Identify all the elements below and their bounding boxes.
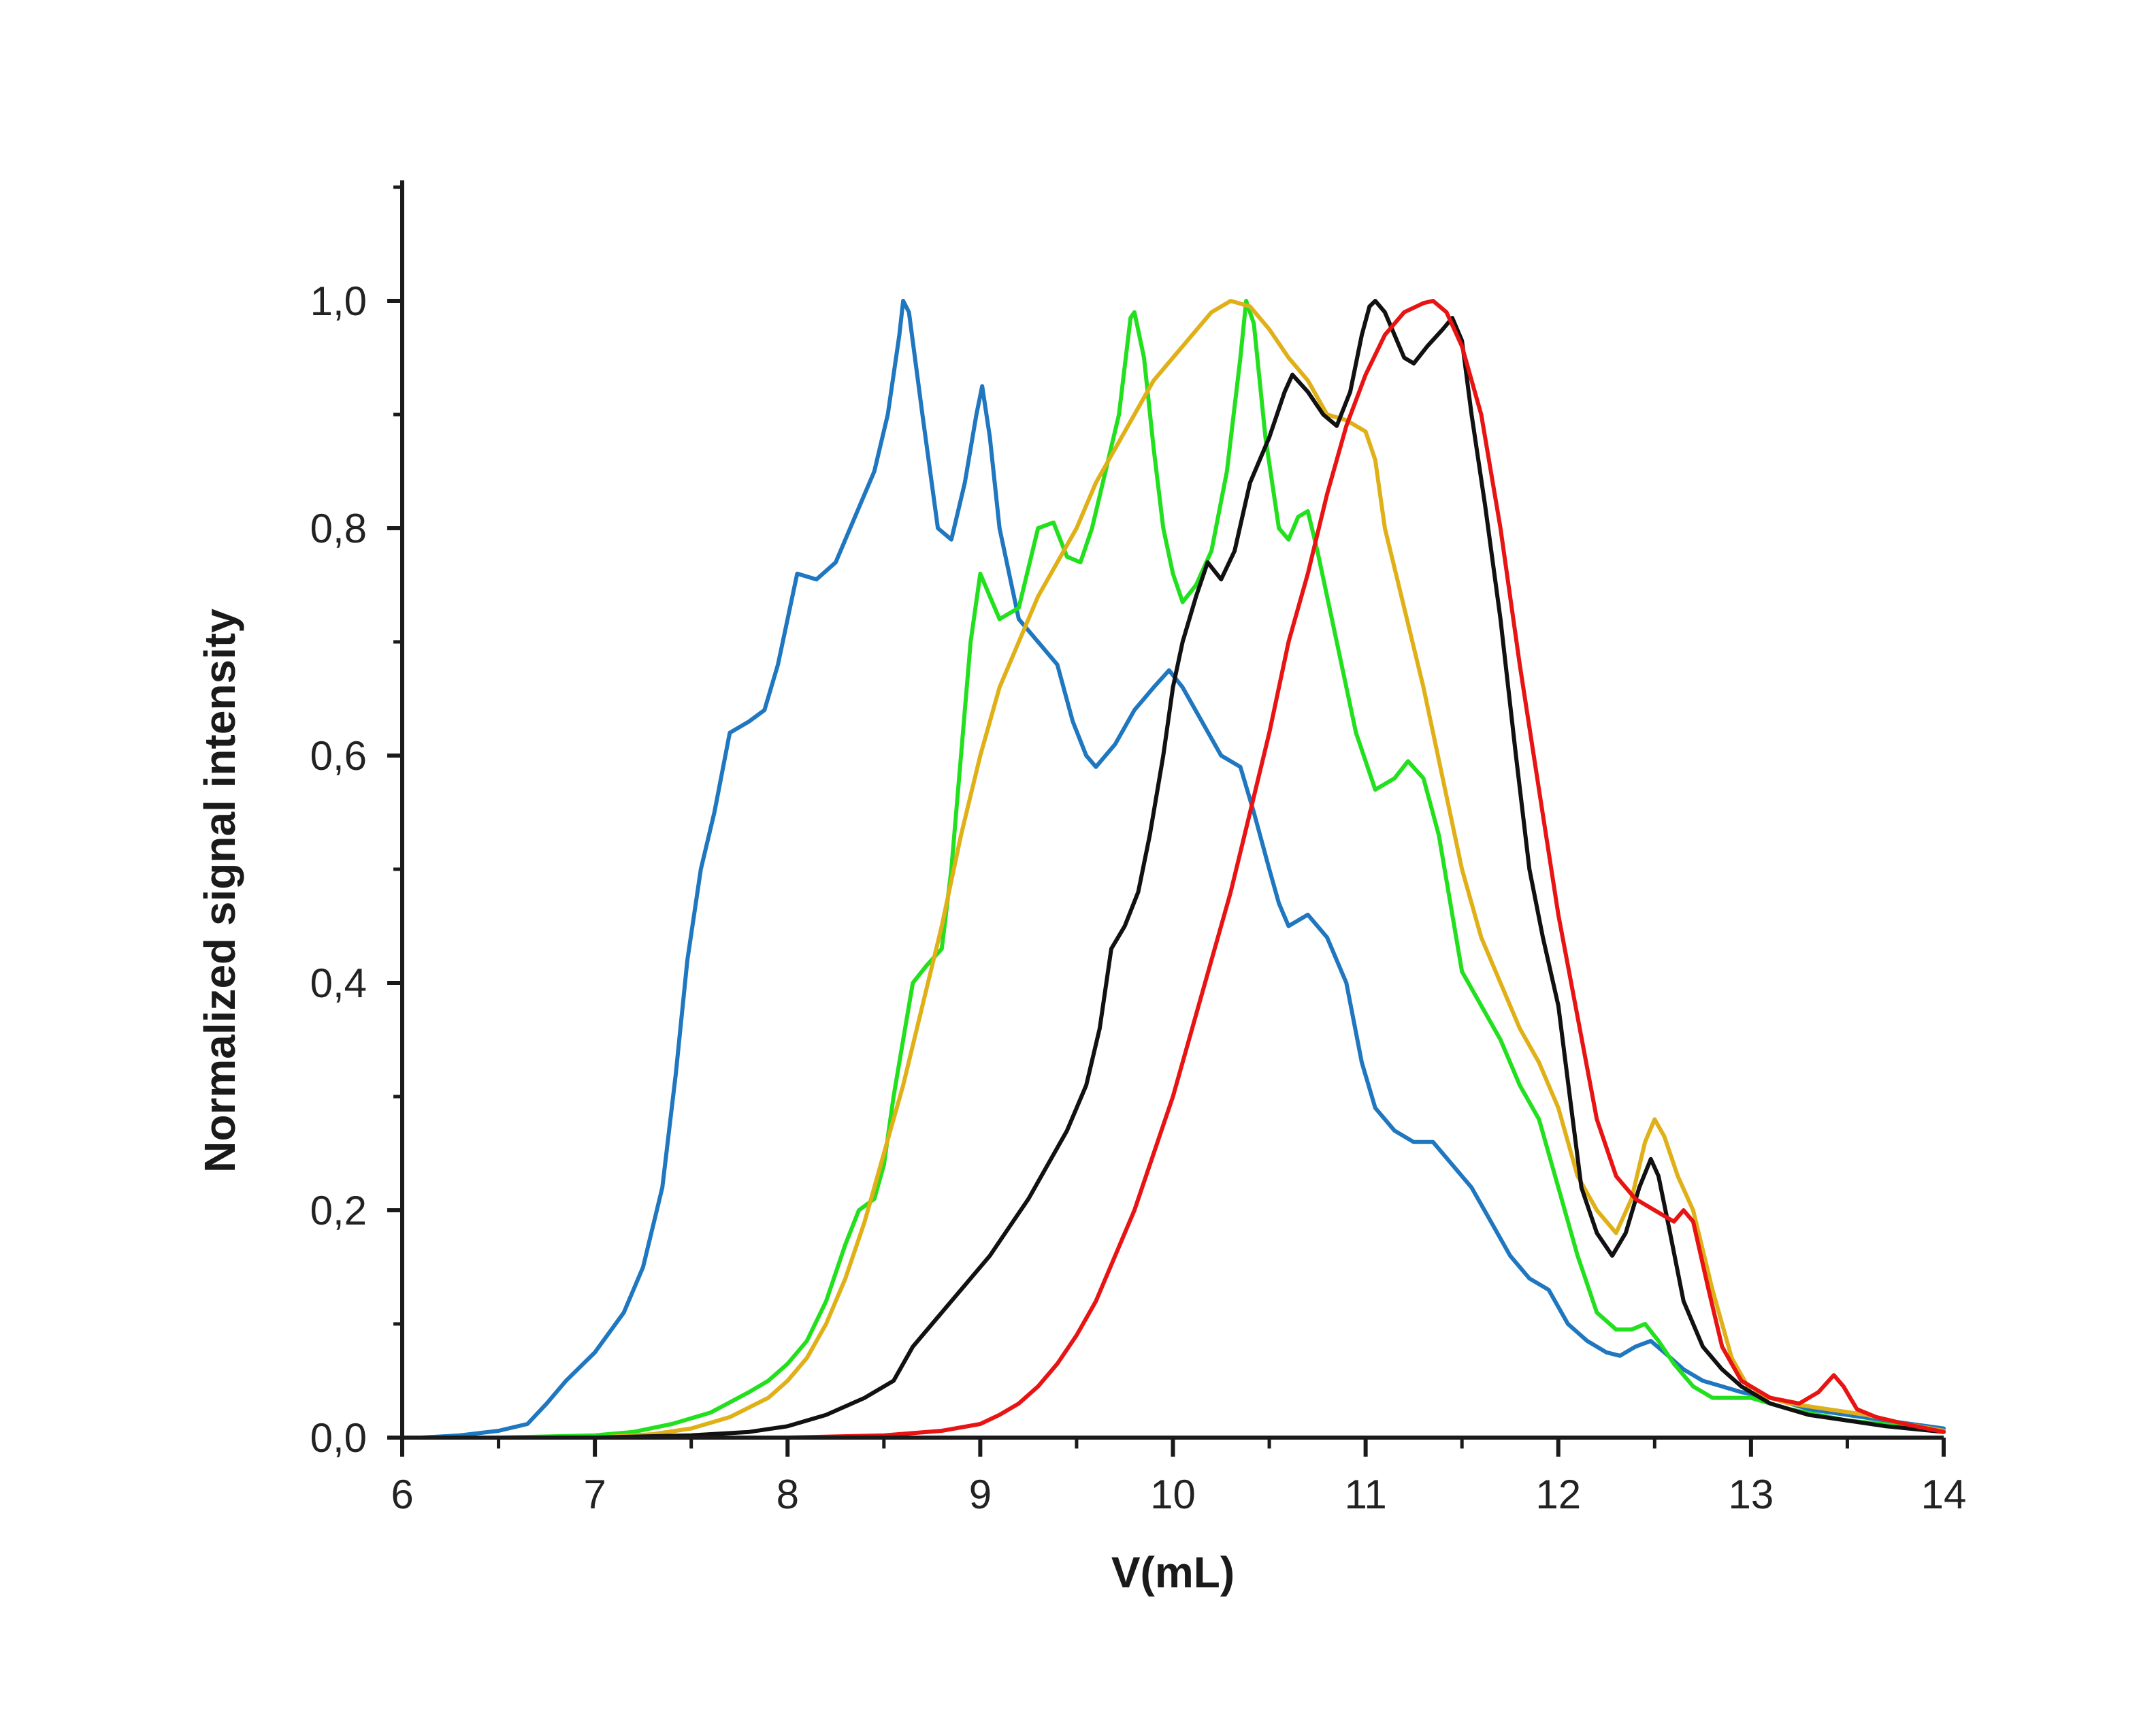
y-tick-label: 0,4: [310, 960, 367, 1006]
y-tick-label: 0,6: [310, 733, 367, 779]
series-line-3: [419, 299, 1946, 1440]
series-line-4: [419, 299, 1946, 1440]
x-tick-label: 11: [1344, 1472, 1386, 1517]
axes: 6 7 8 9 10 11 12 13 14 0,0 0,2 0,4 0,6 0,8 1,0: [310, 180, 1966, 1517]
x-axis-title: V(mL): [1111, 1548, 1235, 1597]
x-tick-label: 6: [391, 1472, 413, 1517]
x-tick-label: 9: [969, 1472, 992, 1517]
x-tick-label: 13: [1729, 1472, 1774, 1517]
x-tick-label: 7: [583, 1472, 606, 1517]
x-tick-label: 10: [1150, 1472, 1196, 1517]
x-ticks: 6 7 8 9 10 11 12 13 14: [391, 1438, 1966, 1517]
series-line-2: [419, 299, 1946, 1440]
series-line-5: [419, 299, 1946, 1440]
y-tick-label: 1,0: [310, 278, 367, 324]
y-tick-label: 0,0: [310, 1415, 367, 1461]
y-tick-label: 0,2: [310, 1188, 367, 1233]
x-tick-label: 8: [777, 1472, 799, 1517]
plot-lines: [419, 299, 1946, 1440]
x-tick-label: 14: [1921, 1472, 1967, 1517]
y-tick-label: 0,8: [310, 506, 367, 551]
series-line-1: [419, 299, 1946, 1440]
y-axis-title: Normalized signal intensity: [195, 609, 244, 1173]
y-ticks: 0,0 0,2 0,4 0,6 0,8 1,0: [310, 185, 402, 1461]
x-tick-label: 12: [1535, 1472, 1581, 1517]
